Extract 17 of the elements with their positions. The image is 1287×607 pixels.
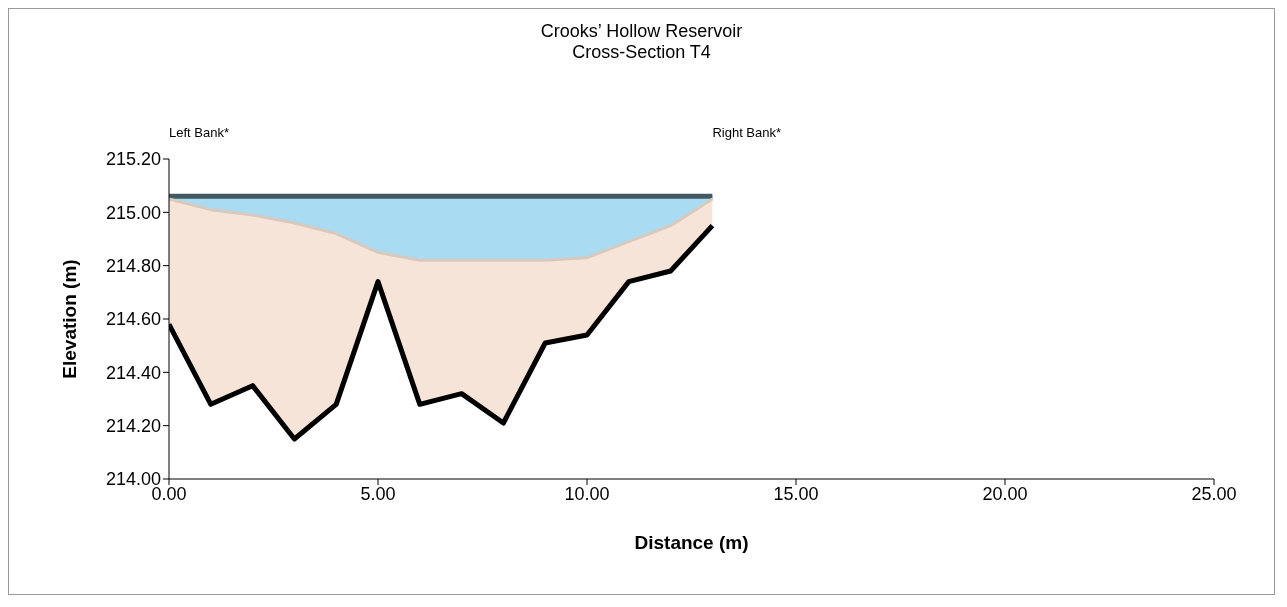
x-tick-label: 20.00 (982, 483, 1028, 504)
x-tick-label: 5.00 (360, 483, 396, 504)
x-tick-label: 15.00 (773, 483, 819, 504)
chart-title: Crooks’ Hollow Reservoir (539, 21, 744, 42)
x-tick-label: 25.00 (1191, 483, 1237, 504)
x-tick-label: 10.00 (564, 483, 610, 504)
x-axis-title: Distance (m) (634, 532, 749, 553)
text: Right Bank* (712, 125, 782, 140)
y-tick-label: 214.80 (105, 256, 161, 277)
y-tick-label: 215.20 (105, 149, 161, 170)
chart-subtitle: Cross-Section T4 (571, 42, 712, 63)
y-axis-title: Elevation (m) (58, 259, 80, 379)
y-tick-label: 215.00 (105, 202, 161, 223)
y-tick-label: 214.20 (105, 416, 161, 437)
y-tick-label: 214.60 (105, 309, 161, 330)
y-tick-label: 214.40 (105, 362, 161, 383)
text: Left Bank* (169, 125, 229, 140)
